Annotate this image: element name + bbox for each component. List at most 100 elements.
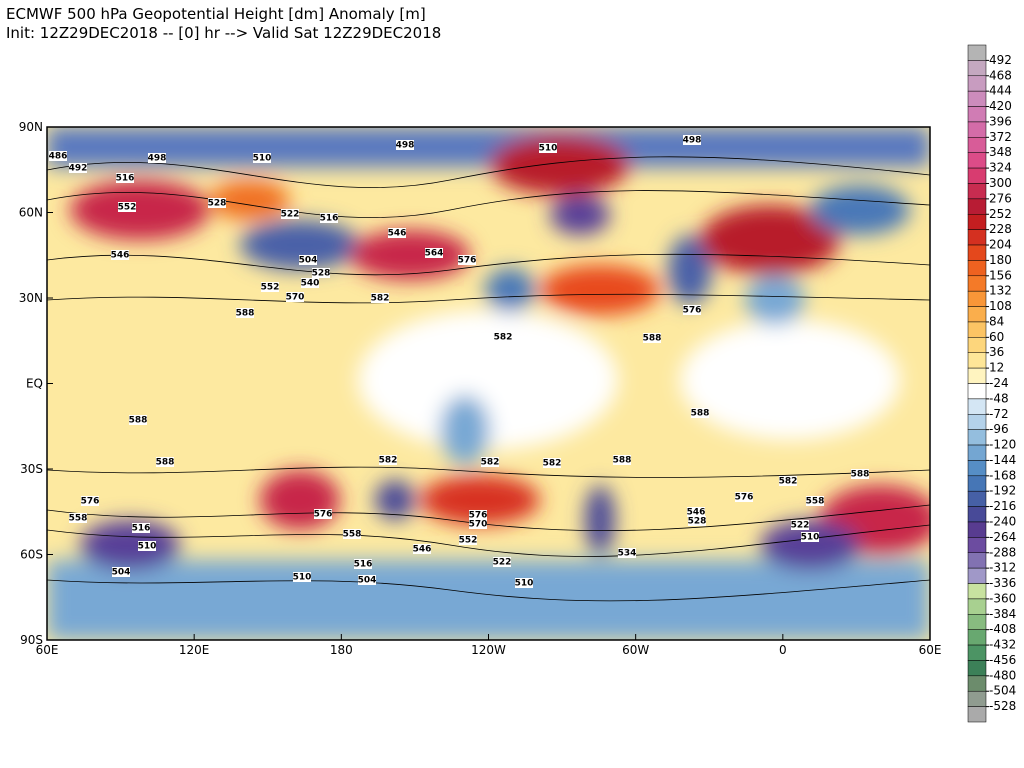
contour-label: 522: [791, 521, 810, 531]
contour-label: 498: [683, 136, 702, 146]
contour-label: 558: [806, 497, 825, 507]
contour-label-bg: [618, 548, 636, 558]
colorbar-label: -120: [989, 438, 1016, 452]
colorbar-label: 84: [989, 314, 1004, 328]
colorbar-box: [967, 521, 987, 538]
contour-label-bg: [396, 140, 414, 150]
contour-label: 498: [148, 154, 167, 164]
contour-label: 576: [81, 497, 100, 507]
colorbar-label: 420: [989, 99, 1012, 113]
colorbar-label: -384: [989, 607, 1016, 621]
colorbar-box: [967, 75, 987, 92]
contour-label-bg: [286, 292, 304, 302]
colorbar-box: [967, 306, 987, 323]
contour-label-bg: [281, 209, 299, 219]
contour-label-bg: [851, 469, 869, 479]
colorbar-box: [967, 444, 987, 461]
contour-label: 588: [613, 456, 632, 466]
colorbar-box: [967, 321, 987, 338]
contour-label: 582: [494, 333, 513, 343]
map-field: [47, 127, 930, 640]
contour-label: 570: [286, 293, 305, 303]
contour-label: 588: [129, 416, 148, 426]
x-tick-label: 60E: [36, 643, 59, 657]
colorbar-box: [967, 44, 987, 61]
contour-label-bg: [379, 455, 397, 465]
colorbar-box: [967, 183, 987, 200]
colorbar-label: 228: [989, 222, 1012, 236]
colorbar-label: -96: [989, 422, 1009, 436]
contour-label-bg: [129, 415, 147, 425]
colorbar-label: 444: [989, 84, 1012, 98]
colorbar-label: -48: [989, 391, 1009, 405]
colorbar-label: -72: [989, 407, 1009, 421]
contour-label-bg: [49, 151, 67, 161]
contour-label-bg: [801, 532, 819, 542]
colorbar-label: -240: [989, 514, 1016, 528]
contour-label-bg: [493, 557, 511, 567]
contour-label: 510: [515, 579, 534, 589]
contour-label-bg: [236, 308, 254, 318]
contour-label-bg: [425, 248, 443, 258]
colorbar-box: [967, 475, 987, 492]
colorbar-box: [967, 706, 987, 723]
colorbar-label: -336: [989, 576, 1016, 590]
contour-label: 558: [343, 530, 362, 540]
contour-label-bg: [613, 455, 631, 465]
contour-label-bg: [687, 507, 705, 517]
contour-label: 546: [111, 251, 130, 261]
colorbar-label: 396: [989, 114, 1012, 128]
colorbar-box: [967, 352, 987, 369]
colorbar-box: [967, 121, 987, 138]
contour-label: 546: [413, 545, 432, 555]
colorbar-label: 12: [989, 361, 1004, 375]
contour-label: 576: [314, 510, 333, 520]
contour-label: 516: [132, 524, 151, 534]
contour-label: 510: [138, 542, 157, 552]
colorbar-label: -168: [989, 468, 1016, 482]
contour-label-bg: [469, 519, 487, 529]
colorbar-label: -24: [989, 376, 1009, 390]
contour-label: 582: [481, 458, 500, 468]
contour-label-bg: [413, 544, 431, 554]
contour-label-bg: [354, 559, 372, 569]
contour-label: 534: [618, 549, 637, 559]
colorbar-box: [967, 137, 987, 153]
colorbar-box: [967, 598, 987, 615]
colorbar-box: [967, 490, 987, 507]
colorbar-label: -360: [989, 591, 1016, 605]
colorbar-box: [967, 537, 987, 554]
x-tick-label: 0: [779, 643, 787, 657]
colorbar-box: [967, 644, 987, 661]
contour-label: 588: [236, 309, 255, 319]
contour-label: 516: [320, 214, 339, 224]
colorbar-box: [967, 583, 987, 600]
contour-label-bg: [494, 332, 512, 342]
colorbar-box: [967, 552, 987, 569]
contour-label: 582: [543, 459, 562, 469]
colorbar-label: 324: [989, 161, 1012, 175]
contour-label: 516: [116, 174, 135, 184]
y-tick-label: 90N: [19, 120, 43, 134]
colorbar-label: -264: [989, 530, 1016, 544]
contour-label-bg: [320, 213, 338, 223]
colorbar-label: 252: [989, 207, 1012, 221]
contour-label: 510: [539, 144, 558, 154]
contour-label-bg: [643, 333, 661, 343]
contour-label-bg: [481, 457, 499, 467]
contour-label-bg: [469, 510, 487, 520]
x-tick-label: 120E: [179, 643, 210, 657]
contour-label-bg: [111, 250, 129, 260]
subtitle: Init: 12Z29DEC2018 -- [0] hr --> Valid S…: [6, 24, 441, 42]
contour-label: 582: [379, 456, 398, 466]
contour-label-bg: [358, 575, 376, 585]
colorbar-box: [967, 337, 987, 353]
colorbar-label: 204: [989, 238, 1012, 252]
colorbar-box: [967, 290, 987, 307]
contour-label: 588: [643, 334, 662, 344]
colorbar-box: [967, 460, 987, 477]
contour-label: 588: [851, 470, 870, 480]
contour-label: 522: [493, 558, 512, 568]
